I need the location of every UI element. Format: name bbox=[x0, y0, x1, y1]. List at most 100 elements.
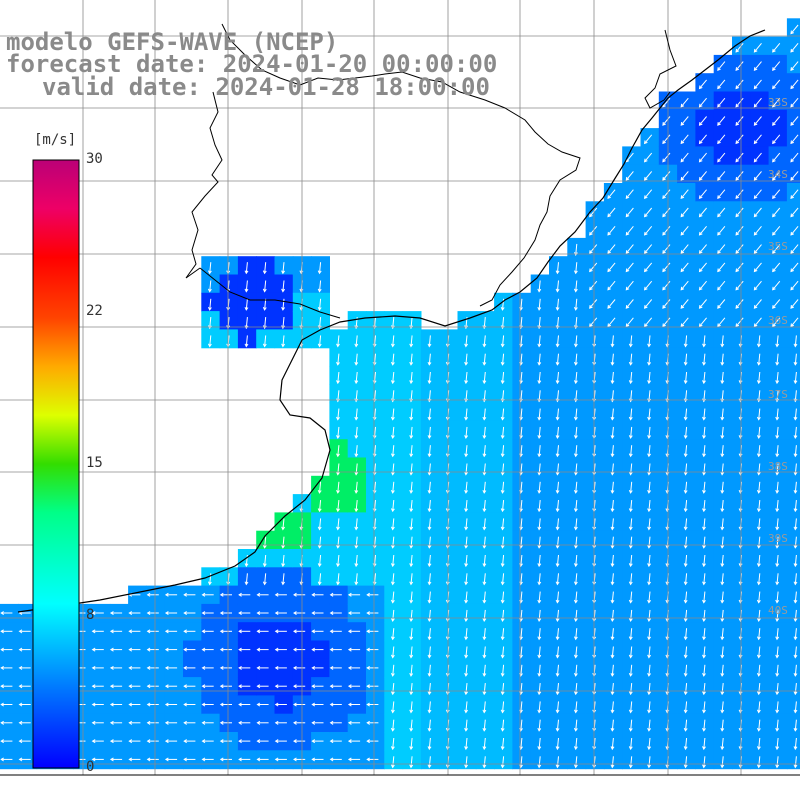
wind-arrow-head bbox=[647, 453, 652, 458]
wind-arrow-head bbox=[628, 636, 633, 641]
wind-arrow-head bbox=[738, 544, 743, 549]
wind-arrow bbox=[644, 262, 653, 272]
wind-arrow bbox=[680, 299, 689, 309]
wind-arrow-head bbox=[409, 727, 414, 732]
wind-arrow-head bbox=[647, 691, 652, 696]
wind-arrow bbox=[575, 298, 578, 310]
wind-arrow-head bbox=[555, 581, 560, 586]
wind-arrow bbox=[392, 317, 395, 329]
wind-arrow bbox=[611, 664, 614, 676]
wind-arrow-head bbox=[244, 581, 249, 586]
wind-arrow-head bbox=[390, 618, 395, 622]
wind-arrow-head bbox=[256, 592, 261, 597]
wind-arrow bbox=[703, 646, 706, 658]
wind-arrow-head bbox=[555, 599, 560, 604]
wind-arrow bbox=[611, 573, 614, 585]
wind-arrow bbox=[794, 701, 797, 713]
wind-arrow-head bbox=[790, 213, 794, 218]
wind-arrow-head bbox=[662, 213, 666, 218]
wind-arrow-head bbox=[793, 544, 798, 549]
wind-arrow-head bbox=[717, 176, 721, 181]
wind-arrow bbox=[735, 244, 744, 254]
wind-arrow-head bbox=[683, 416, 688, 421]
wind-arrow bbox=[575, 371, 578, 384]
wind-arrow-head bbox=[183, 592, 187, 597]
wind-arrow bbox=[794, 591, 797, 603]
wind-arrow bbox=[538, 518, 541, 530]
wind-arrow bbox=[502, 445, 505, 457]
wind-arrow-head bbox=[537, 544, 542, 549]
wind-arrow bbox=[373, 408, 376, 420]
wind-arrow-head bbox=[537, 746, 542, 751]
wind-arrow-head bbox=[628, 343, 633, 348]
wind-arrow bbox=[630, 646, 633, 658]
wind-arrow-head bbox=[482, 489, 487, 494]
wind-cell bbox=[786, 475, 800, 495]
wind-arrow-head bbox=[735, 158, 740, 163]
wind-arrow bbox=[538, 353, 541, 365]
wind-arrow bbox=[575, 243, 578, 256]
wind-arrow bbox=[644, 280, 653, 291]
wind-arrow-head bbox=[274, 647, 279, 652]
wind-arrow-head bbox=[643, 286, 648, 291]
wind-arrow bbox=[428, 353, 431, 365]
wind-arrow-head bbox=[293, 720, 297, 725]
wind-arrow-head bbox=[756, 691, 761, 696]
wind-arrow bbox=[465, 591, 468, 603]
wind-arrow-head bbox=[735, 213, 740, 218]
wind-arrow bbox=[776, 719, 779, 731]
wind-arrow-head bbox=[317, 270, 322, 275]
wind-arrow-head bbox=[790, 48, 794, 53]
wind-arrow-head bbox=[482, 435, 487, 439]
wind-arrow-head bbox=[329, 757, 334, 762]
wind-arrow bbox=[245, 573, 248, 585]
wind-arrow bbox=[703, 481, 706, 493]
wind-arrow bbox=[721, 701, 724, 713]
wind-arrow bbox=[465, 408, 468, 420]
wind-arrow bbox=[648, 609, 651, 622]
wind-arrow bbox=[772, 189, 781, 199]
wind-arrow-head bbox=[427, 563, 432, 568]
wind-arrow bbox=[465, 463, 468, 475]
wind-arrow-head bbox=[482, 380, 487, 385]
wind-arrow bbox=[502, 628, 505, 640]
wind-arrow bbox=[502, 554, 505, 567]
wind-arrow-head bbox=[793, 453, 798, 458]
wind-arrow bbox=[282, 536, 285, 548]
wind-arrow-head bbox=[717, 158, 721, 163]
wind-arrow bbox=[644, 189, 653, 199]
wind-arrow bbox=[520, 554, 523, 567]
wind-arrow bbox=[483, 683, 486, 695]
wind-arrow-head bbox=[109, 757, 114, 762]
wind-arrow bbox=[556, 481, 559, 493]
wind-arrow bbox=[355, 481, 358, 493]
wind-arrow bbox=[735, 225, 744, 236]
wind-arrow bbox=[282, 554, 285, 567]
wind-arrow-head bbox=[610, 435, 615, 439]
wind-arrow-head bbox=[698, 323, 703, 328]
wind-arrow bbox=[630, 683, 633, 695]
wind-arrow-head bbox=[555, 343, 560, 348]
wind-arrow bbox=[754, 79, 762, 89]
wind-arrow-head bbox=[390, 435, 395, 439]
wind-arrow bbox=[625, 262, 634, 272]
wind-arrow-head bbox=[735, 268, 740, 273]
wind-arrow-head bbox=[427, 654, 432, 659]
wind-arrow-head bbox=[464, 489, 469, 494]
wind-arrow bbox=[483, 554, 486, 567]
wind-arrow bbox=[410, 371, 413, 384]
wind-arrow bbox=[502, 500, 505, 512]
wind-arrow bbox=[776, 646, 779, 658]
wind-arrow-head bbox=[628, 618, 633, 622]
wind-arrow-head bbox=[662, 140, 666, 145]
colorbar-tick-0: 0 bbox=[86, 759, 95, 775]
wind-arrow bbox=[520, 701, 523, 713]
wind-arrow bbox=[685, 683, 688, 695]
wind-arrow bbox=[648, 719, 651, 731]
wind-arrow-head bbox=[109, 611, 114, 616]
wind-arrow-head bbox=[201, 611, 206, 616]
wind-arrow bbox=[703, 737, 706, 750]
wind-arrow bbox=[685, 628, 688, 640]
wind-arrow-head bbox=[317, 526, 322, 531]
wind-arrow-head bbox=[628, 691, 633, 696]
